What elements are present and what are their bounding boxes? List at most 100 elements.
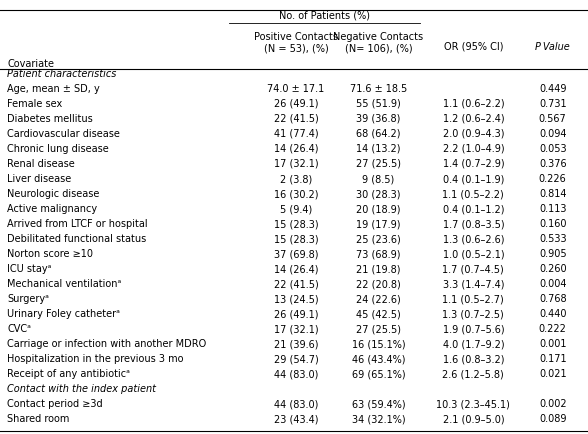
Text: Debilitated functional status: Debilitated functional status [7,233,146,243]
Text: 0.4 (0.1–1.2): 0.4 (0.1–1.2) [443,204,504,214]
Text: 44 (83.0): 44 (83.0) [274,368,318,378]
Text: Negative Contacts
(N= 106), (%): Negative Contacts (N= 106), (%) [333,32,423,53]
Text: 2 (3.8): 2 (3.8) [280,174,312,184]
Text: 30 (28.3): 30 (28.3) [356,189,400,198]
Text: 21 (39.6): 21 (39.6) [274,339,318,348]
Text: 23 (43.4): 23 (43.4) [274,413,318,423]
Text: 4.0 (1.7–9.2): 4.0 (1.7–9.2) [443,339,504,348]
Text: 1.4 (0.7–2.9): 1.4 (0.7–2.9) [443,159,504,168]
Text: 17 (32.1): 17 (32.1) [274,323,318,333]
Text: Contact with the index patient: Contact with the index patient [7,383,156,393]
Text: 0.226: 0.226 [539,174,567,184]
Text: 22 (41.5): 22 (41.5) [273,114,319,124]
Text: 1.3 (0.6–2.6): 1.3 (0.6–2.6) [443,233,504,243]
Text: 19 (17.9): 19 (17.9) [356,219,400,228]
Text: 1.2 (0.6–2.4): 1.2 (0.6–2.4) [443,114,504,124]
Text: 0.768: 0.768 [539,293,566,303]
Text: 0.094: 0.094 [539,129,566,138]
Text: 0.905: 0.905 [539,249,566,258]
Text: Liver disease: Liver disease [7,174,71,184]
Text: 0.160: 0.160 [539,219,566,228]
Text: 39 (36.8): 39 (36.8) [356,114,400,124]
Text: 0.002: 0.002 [539,398,566,408]
Text: 14 (26.4): 14 (26.4) [274,263,318,273]
Text: 14 (26.4): 14 (26.4) [274,144,318,154]
Text: 0.113: 0.113 [539,204,566,214]
Text: 37 (69.8): 37 (69.8) [274,249,318,258]
Text: Chronic lung disease: Chronic lung disease [7,144,109,154]
Text: 0.089: 0.089 [539,413,566,423]
Text: P Value: P Value [535,42,570,52]
Text: 27 (25.5): 27 (25.5) [356,323,401,333]
Text: 22 (41.5): 22 (41.5) [273,279,319,288]
Text: 17 (32.1): 17 (32.1) [274,159,318,168]
Text: 1.9 (0.7–5.6): 1.9 (0.7–5.6) [443,323,504,333]
Text: No. of Patients (%): No. of Patients (%) [279,10,370,20]
Text: 46 (43.4%): 46 (43.4%) [352,353,405,363]
Text: 1.1 (0.6–2.2): 1.1 (0.6–2.2) [443,99,504,108]
Text: 16 (30.2): 16 (30.2) [274,189,318,198]
Text: 69 (65.1%): 69 (65.1%) [352,368,405,378]
Text: Female sex: Female sex [7,99,62,108]
Text: Contact period ≥3d: Contact period ≥3d [7,398,103,408]
Text: 73 (68.9): 73 (68.9) [356,249,400,258]
Text: 2.1 (0.9–5.0): 2.1 (0.9–5.0) [443,413,504,423]
Text: Patient characteristics: Patient characteristics [7,69,116,79]
Text: Age, mean ± SD, y: Age, mean ± SD, y [7,84,100,94]
Text: Covariate: Covariate [7,59,54,69]
Text: Arrived from LTCF or hospital: Arrived from LTCF or hospital [7,219,148,228]
Text: 27 (25.5): 27 (25.5) [356,159,401,168]
Text: Diabetes mellitus: Diabetes mellitus [7,114,93,124]
Text: 0.004: 0.004 [539,279,566,288]
Text: 2.0 (0.9–4.3): 2.0 (0.9–4.3) [443,129,504,138]
Text: 16 (15.1%): 16 (15.1%) [352,339,405,348]
Text: 63 (59.4%): 63 (59.4%) [352,398,405,408]
Text: 55 (51.9): 55 (51.9) [356,99,401,108]
Text: 20 (18.9): 20 (18.9) [356,204,400,214]
Text: 1.7 (0.7–4.5): 1.7 (0.7–4.5) [442,263,505,273]
Text: 0.376: 0.376 [539,159,566,168]
Text: 1.3 (0.7–2.5): 1.3 (0.7–2.5) [442,309,505,318]
Text: CVCᵃ: CVCᵃ [7,323,31,333]
Text: Norton score ≥10: Norton score ≥10 [7,249,93,258]
Text: Mechanical ventilationᵃ: Mechanical ventilationᵃ [7,279,121,288]
Text: 0.260: 0.260 [539,263,566,273]
Text: 1.1 (0.5–2.7): 1.1 (0.5–2.7) [442,293,505,303]
Text: Urinary Foley catheterᵃ: Urinary Foley catheterᵃ [7,309,120,318]
Text: 0.814: 0.814 [539,189,566,198]
Text: 3.3 (1.4–7.4): 3.3 (1.4–7.4) [443,279,504,288]
Text: Surgeryᵃ: Surgeryᵃ [7,293,49,303]
Text: 74.0 ± 17.1: 74.0 ± 17.1 [268,84,325,94]
Text: 26 (49.1): 26 (49.1) [274,309,318,318]
Text: 26 (49.1): 26 (49.1) [274,99,318,108]
Text: 10.3 (2.3–45.1): 10.3 (2.3–45.1) [436,398,510,408]
Text: 2.6 (1.2–5.8): 2.6 (1.2–5.8) [442,368,505,378]
Text: 0.222: 0.222 [539,323,567,333]
Text: 44 (83.0): 44 (83.0) [274,398,318,408]
Text: Cardiovascular disease: Cardiovascular disease [7,129,120,138]
Text: OR (95% CI): OR (95% CI) [443,42,503,52]
Text: 25 (23.6): 25 (23.6) [356,233,401,243]
Text: Hospitalization in the previous 3 mo: Hospitalization in the previous 3 mo [7,353,183,363]
Text: 1.1 (0.5–2.2): 1.1 (0.5–2.2) [442,189,505,198]
Text: Receipt of any antibioticᵃ: Receipt of any antibioticᵃ [7,368,130,378]
Text: 29 (54.7): 29 (54.7) [273,353,319,363]
Text: 14 (13.2): 14 (13.2) [356,144,400,154]
Text: 34 (32.1%): 34 (32.1%) [352,413,405,423]
Text: 0.731: 0.731 [539,99,566,108]
Text: 15 (28.3): 15 (28.3) [274,219,318,228]
Text: 71.6 ± 18.5: 71.6 ± 18.5 [350,84,407,94]
Text: 0.449: 0.449 [539,84,566,94]
Text: 9 (8.5): 9 (8.5) [362,174,395,184]
Text: 0.001: 0.001 [539,339,566,348]
Text: 0.567: 0.567 [539,114,567,124]
Text: 15 (28.3): 15 (28.3) [274,233,318,243]
Text: Neurologic disease: Neurologic disease [7,189,99,198]
Text: 22 (20.8): 22 (20.8) [356,279,401,288]
Text: 24 (22.6): 24 (22.6) [356,293,401,303]
Text: 45 (42.5): 45 (42.5) [356,309,401,318]
Text: Carriage or infection with another MDRO: Carriage or infection with another MDRO [7,339,206,348]
Text: Renal disease: Renal disease [7,159,75,168]
Text: 0.440: 0.440 [539,309,566,318]
Text: ICU stayᵃ: ICU stayᵃ [7,263,51,273]
